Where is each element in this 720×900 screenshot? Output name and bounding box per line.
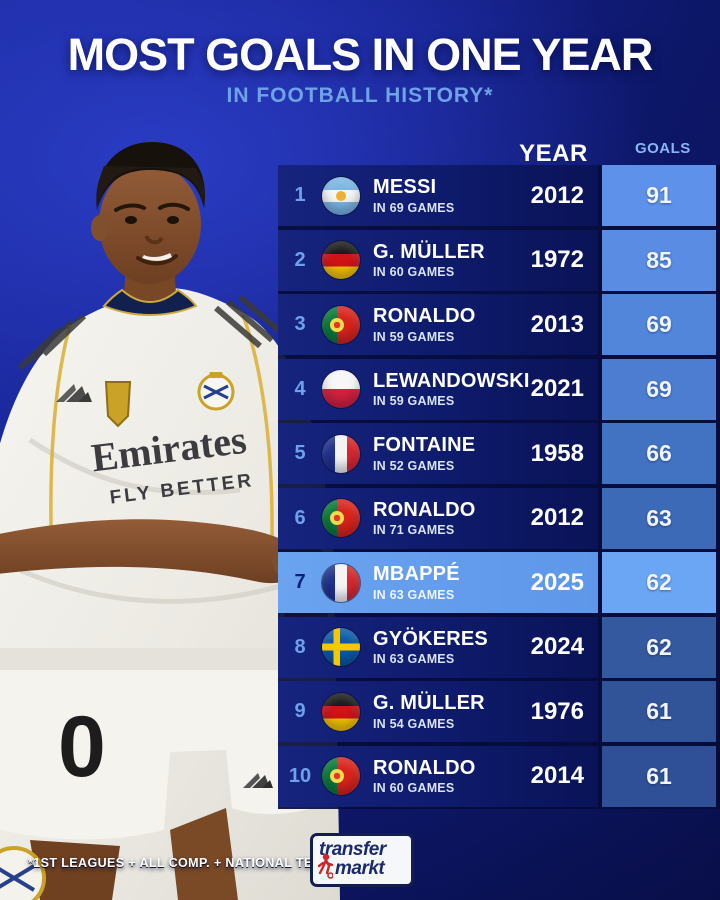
goals-value: 61: [602, 681, 716, 742]
games-count: IN 71 GAMES: [373, 523, 455, 538]
page-title: MOST GOALS IN ONE YEAR: [67, 29, 654, 80]
portugal-flag-icon: [322, 499, 360, 537]
player-name: MESSI: [373, 176, 437, 199]
rank: 1: [294, 184, 306, 206]
collar: [102, 288, 198, 316]
year-value: 1972: [530, 246, 584, 273]
player-name: RONALDO: [373, 305, 476, 328]
table-row: 3 RONALDO IN 59 GAMES 2013 69: [278, 294, 720, 355]
year-value: 2014: [530, 762, 584, 789]
year-value: 2012: [530, 181, 584, 209]
games-count: IN 63 GAMES: [373, 587, 455, 602]
champions-badge-icon: [104, 381, 132, 428]
logo-text-bottom: markt: [335, 857, 385, 879]
player-name: RONALDO: [373, 498, 476, 521]
footnote: *1ST LEAGUES + ALL COMP. + NATIONAL TEAM: [28, 856, 333, 870]
france-flag-icon: [322, 434, 360, 473]
goals-value: 63: [602, 487, 716, 549]
table-row: 9 G. MÜLLER IN 54 GAMES 1976 61: [278, 681, 720, 742]
table-row: 8 GYÖKERES IN 63 GAMES 2024 62: [278, 616, 720, 678]
ranking-table: YEAR GOALS 1 MESSI IN 69 GAMES 2012 91 2…: [278, 140, 720, 809]
rank: 3: [294, 313, 306, 335]
hair: [96, 142, 206, 210]
table-row: 6 RONALDO IN 71 GAMES 2012 63: [278, 487, 720, 549]
club-crest-icon: [197, 372, 235, 411]
rank: 4: [294, 377, 306, 400]
player-name: LEWANDOWSKI: [373, 369, 530, 392]
adidas-shorts-logo-icon: [243, 773, 273, 788]
player-name: RONALDO: [373, 756, 476, 779]
forearm: [0, 519, 306, 584]
rank: 7: [294, 571, 306, 593]
player-name: FONTAINE: [373, 434, 476, 457]
shorts: [0, 648, 336, 840]
year-value: 2024: [530, 633, 584, 660]
player-name: G. MÜLLER: [373, 692, 485, 715]
rank: 9: [294, 700, 306, 722]
portugal-flag-icon: [322, 305, 360, 344]
table-body: 1 MESSI IN 69 GAMES 2012 91 2 G. MÜLLER …: [278, 165, 720, 809]
table-row: 4 LEWANDOWSKI IN 59 GAMES 2021 69: [278, 358, 720, 420]
portugal-flag-icon: [322, 757, 360, 795]
goals-value: 66: [602, 423, 716, 484]
leg: [30, 840, 120, 900]
table-row: 2 G. MÜLLER IN 60 GAMES 1972 85: [278, 229, 720, 291]
games-count: IN 69 GAMES: [373, 200, 455, 215]
goals-value: 62: [602, 552, 716, 613]
year-value: 2012: [530, 504, 584, 531]
games-count: IN 59 GAMES: [373, 329, 455, 344]
logo-text-top: transfer: [319, 839, 386, 861]
transfermarkt-logo: transfer markt: [310, 833, 414, 887]
argentina-flag-icon: [322, 176, 360, 215]
adidas-logo-icon: [56, 384, 92, 402]
year-value: 2013: [530, 310, 584, 338]
germany-flag-icon: [322, 241, 360, 279]
year-value: 1976: [530, 697, 584, 725]
goals-value: 91: [602, 165, 716, 226]
face: [99, 164, 201, 284]
goals-value: 85: [602, 229, 716, 291]
leg: [170, 808, 238, 900]
games-count: IN 59 GAMES: [373, 394, 455, 409]
adidas-shoulder-stripes-icon: [17, 294, 286, 371]
games-count: IN 54 GAMES: [373, 716, 455, 731]
table-row: 10 RONALDO IN 60 GAMES 2014 61: [278, 745, 720, 807]
goals-value: 62: [602, 616, 716, 678]
rank: 5: [294, 442, 306, 464]
year-value: 1958: [530, 439, 584, 467]
player-name: GYÖKERES: [373, 627, 488, 650]
player-name: G. MÜLLER: [373, 240, 485, 263]
table-header: YEAR GOALS: [278, 140, 720, 167]
column-header-goals: GOALS: [634, 140, 691, 157]
table-row: 1 MESSI IN 69 GAMES 2012 91: [278, 165, 720, 226]
germany-flag-icon: [322, 692, 360, 731]
poland-flag-icon: [322, 370, 360, 408]
column-header-year: YEAR: [519, 140, 588, 167]
page-subtitle: IN FOOTBALL HISTORY*: [226, 84, 494, 108]
sweden-flag-icon: [322, 628, 360, 666]
table-row: 7 MBAPPÉ IN 63 GAMES 2025 62: [278, 552, 720, 613]
table-row: 5 FONTAINE IN 52 GAMES 1958 66: [278, 423, 720, 484]
games-count: IN 63 GAMES: [373, 652, 455, 667]
rank: 8: [294, 635, 306, 658]
france-flag-icon: [322, 563, 360, 602]
goals-value: 61: [602, 745, 716, 807]
year-value: 2021: [530, 375, 584, 402]
goals-value: 69: [602, 358, 716, 420]
logo-player-icon: [318, 853, 333, 879]
rank: 6: [294, 506, 306, 529]
games-count: IN 60 GAMES: [373, 781, 455, 796]
shorts-number: 0: [58, 699, 106, 795]
player-photo: Emirates FLY BETTER 0: [0, 142, 340, 900]
games-count: IN 52 GAMES: [373, 458, 455, 473]
goals-value: 69: [602, 294, 716, 355]
rank: 10: [288, 764, 312, 787]
year-value: 2025: [530, 568, 584, 596]
rank: 2: [294, 248, 306, 271]
games-count: IN 60 GAMES: [373, 265, 455, 280]
player-name: MBAPPÉ: [373, 563, 460, 586]
